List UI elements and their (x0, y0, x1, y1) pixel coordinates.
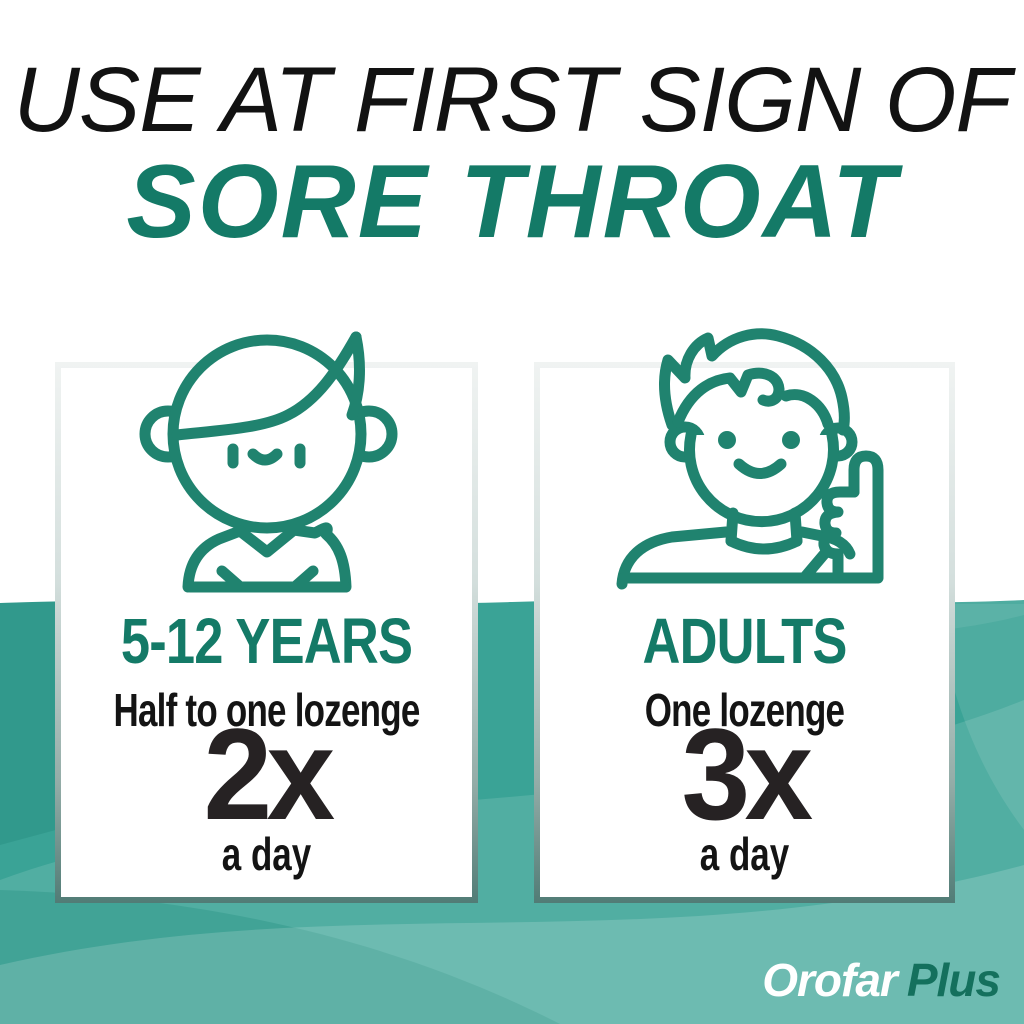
brand-logo: Orofar Plus (762, 953, 1001, 1007)
age-group-label: 5-12 YEARS (120, 605, 413, 677)
age-group-label: ADULTS (642, 605, 847, 677)
frequency-value: 2x (203, 701, 336, 847)
headline-line2: SORE THROAT (126, 144, 898, 260)
brand-suffix: Plus (906, 954, 1001, 1006)
dosage-card-adults-body: ADULTS One lozenge 3x a day (540, 368, 949, 897)
frequency-unit-label: a day (221, 828, 312, 880)
frequency-unit-label: a day (699, 828, 790, 880)
headline-line1: USE AT FIRST SIGN OF (13, 49, 1011, 151)
brand-name: Orofar (762, 954, 898, 1006)
adult-thumbs-up-icon (616, 328, 884, 590)
dose-label: Half to one lozenge (113, 684, 420, 736)
child-face-icon (139, 331, 398, 593)
dose-label: One lozenge (644, 684, 845, 736)
frequency-value: 3x (681, 701, 814, 847)
